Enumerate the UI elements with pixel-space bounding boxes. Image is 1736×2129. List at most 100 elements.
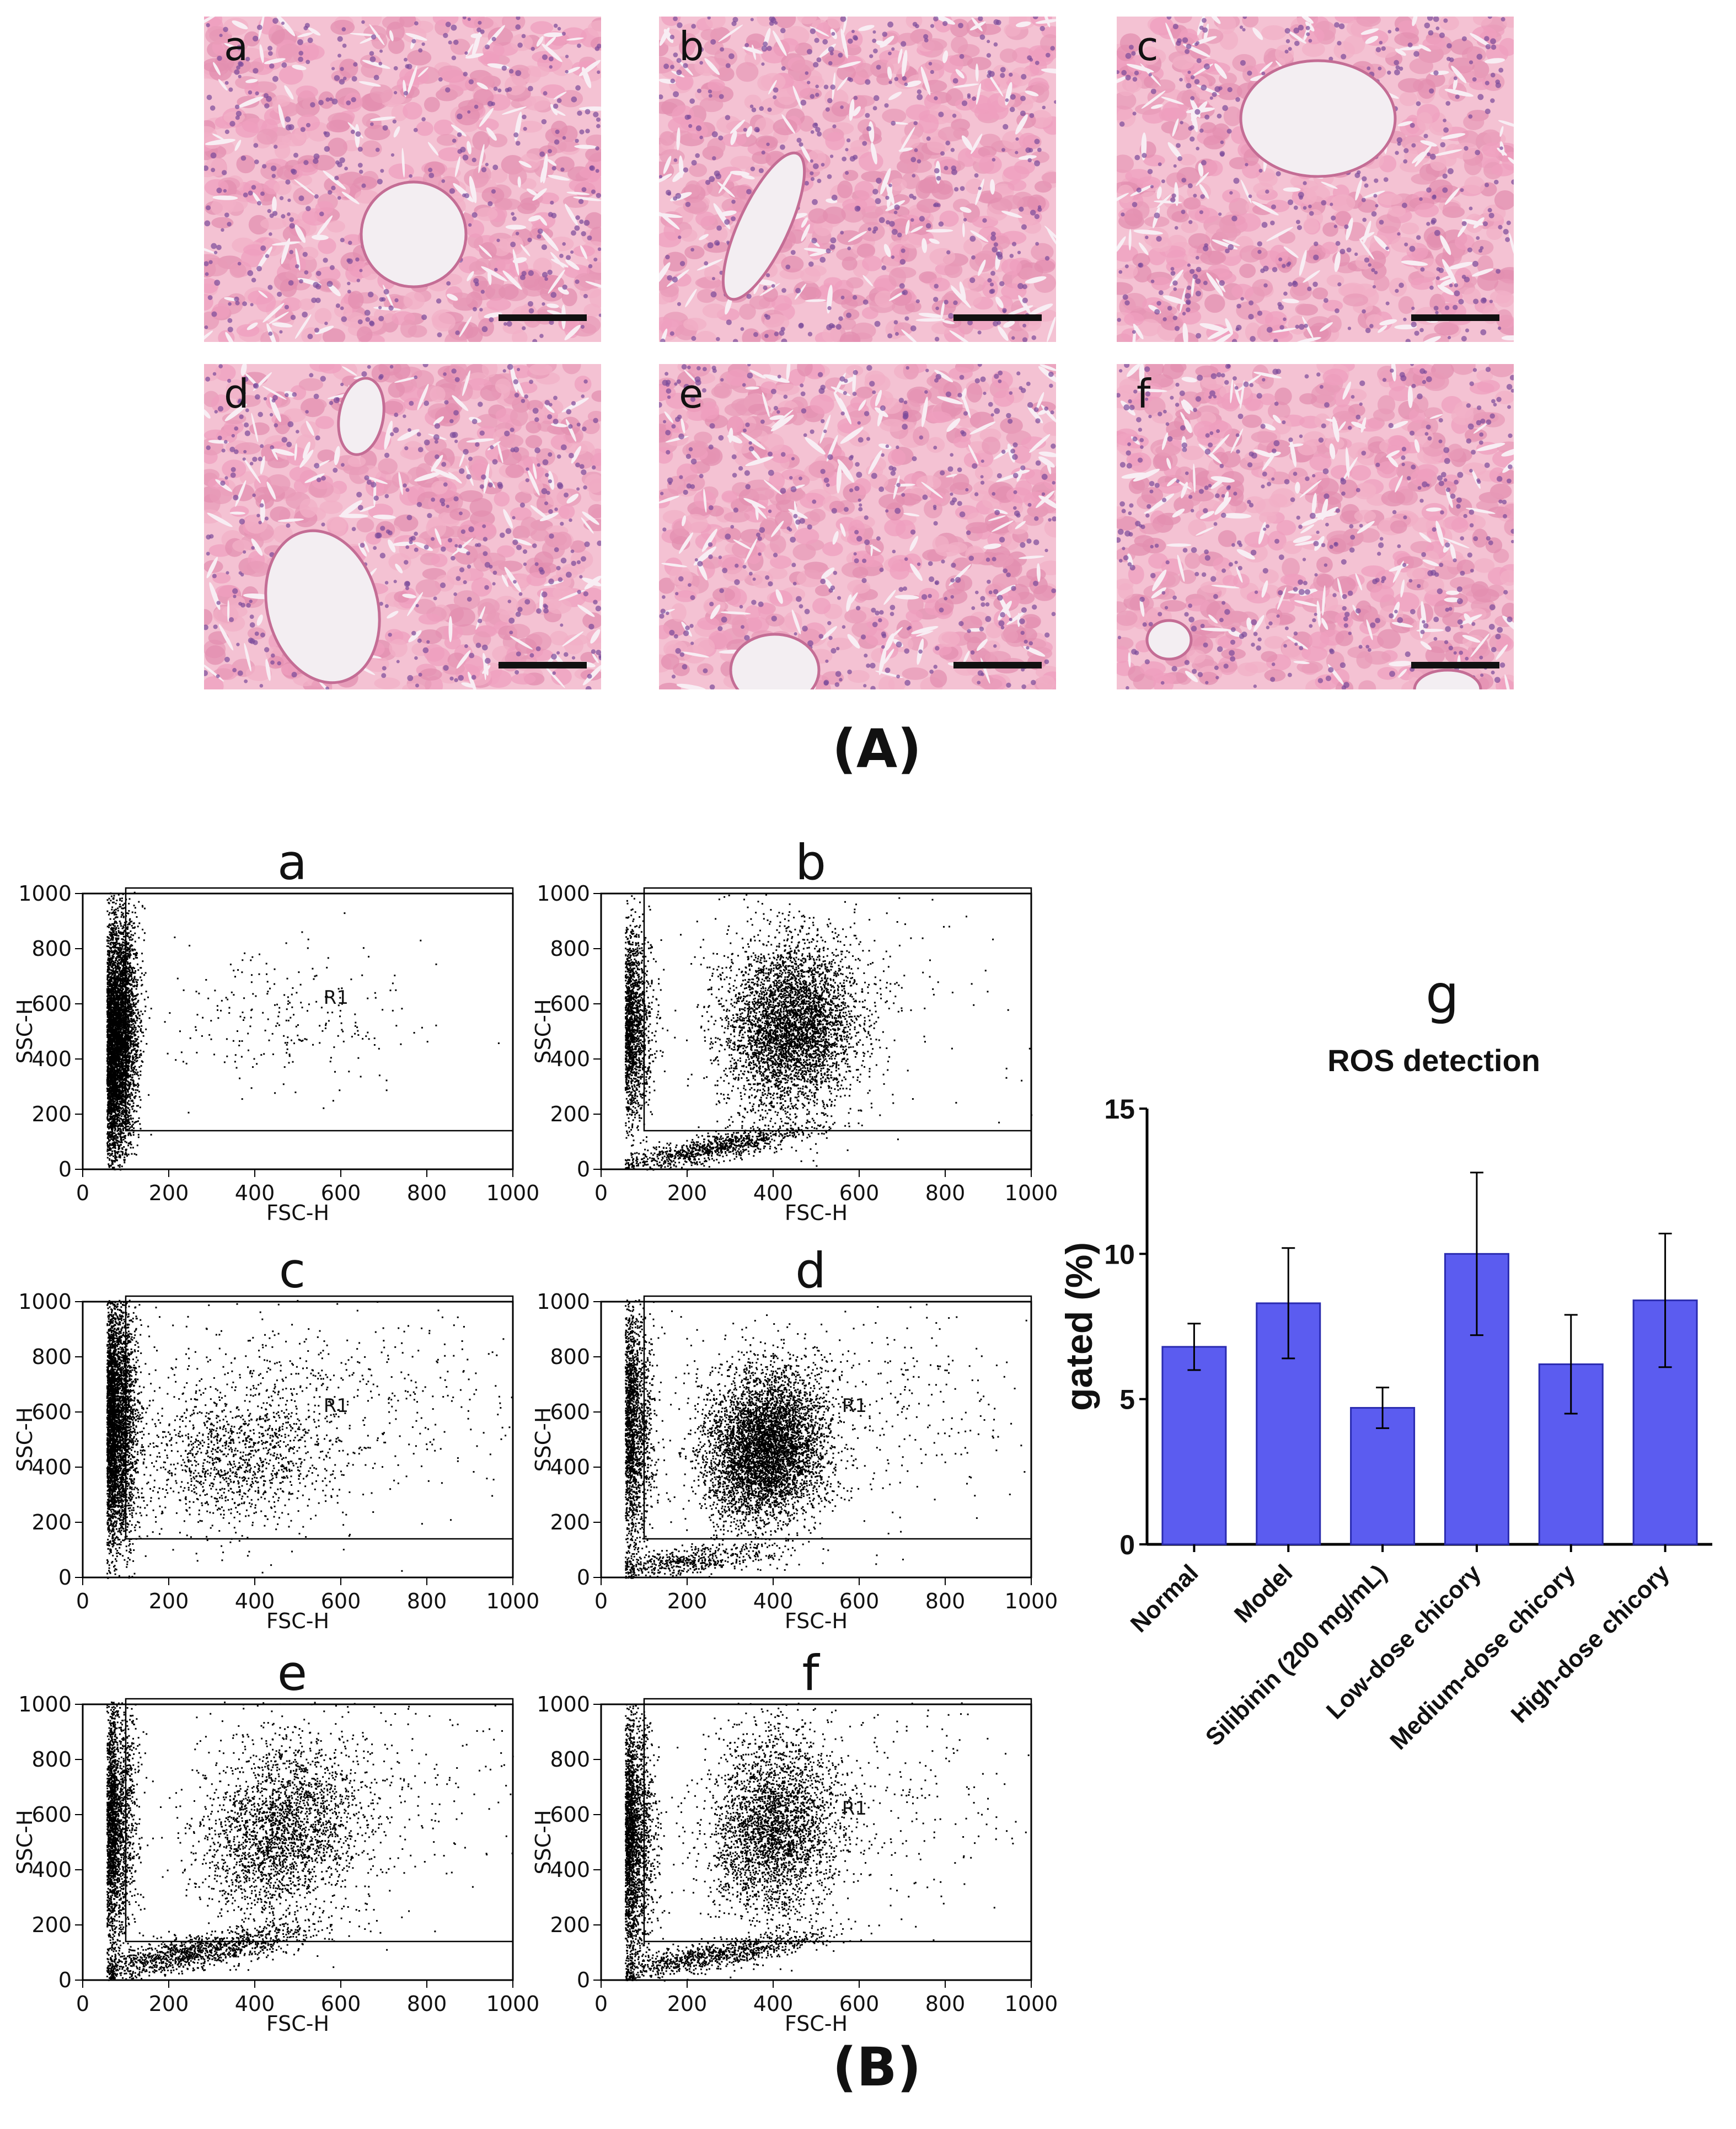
category-label: Medium-dose chicory xyxy=(1385,1559,1580,1755)
histology-letter: d xyxy=(224,371,249,417)
flow-plot-letter: c xyxy=(278,1242,306,1299)
histology-image-a: a xyxy=(204,17,601,342)
x-axis-label: FSC-H xyxy=(266,2012,329,2035)
category-label: Model xyxy=(1229,1559,1298,1628)
y-tick-label: 1000 xyxy=(537,1692,590,1716)
x-tick-label: 400 xyxy=(753,1181,794,1205)
x-tick-label: 800 xyxy=(925,1992,966,2016)
x-tick-label: 0 xyxy=(76,1589,89,1613)
x-tick-label: 600 xyxy=(321,1181,361,1205)
ros-chart-title: ROS detection xyxy=(1327,1043,1540,1078)
histology-letter: f xyxy=(1137,371,1151,417)
scale-bar xyxy=(1411,662,1499,668)
x-tick-label: 200 xyxy=(667,1589,708,1613)
x-tick-label: 400 xyxy=(235,1589,275,1613)
category-label: Normal xyxy=(1126,1559,1204,1638)
y-tick-label: 5 xyxy=(1119,1384,1135,1415)
y-tick-label: 0 xyxy=(577,1968,590,1992)
x-axis-label: FSC-H xyxy=(266,1609,329,1633)
histology-image-f: f xyxy=(1117,364,1514,689)
x-axis-label: FSC-H xyxy=(785,1609,848,1633)
y-tick-label: 0 xyxy=(58,1968,72,1992)
y-axis-label: SSC-H xyxy=(531,999,555,1063)
x-tick-label: 1000 xyxy=(1005,1992,1058,2016)
flow-plot-a: a R1 0 0 200 200 400 400 600 600 800 800 1000 1000 FSC… xyxy=(11,834,540,1226)
y-tick-label: 800 xyxy=(550,1747,590,1772)
flow-plot-letter: a xyxy=(277,834,307,891)
y-tick-label: 800 xyxy=(31,1345,72,1369)
y-tick-label: 600 xyxy=(550,1400,590,1424)
y-tick-label: 200 xyxy=(31,1913,72,1937)
y-tick-label: 1000 xyxy=(18,881,72,906)
y-axis-label: SSC-H xyxy=(531,1407,555,1472)
x-tick-label: 600 xyxy=(839,1992,880,2016)
x-tick-label: 1000 xyxy=(1005,1589,1058,1613)
x-tick-label: 1000 xyxy=(486,1992,540,2016)
y-tick-label: 0 xyxy=(58,1157,72,1181)
y-axis-label: SSC-H xyxy=(13,1810,37,1874)
x-tick-label: 800 xyxy=(407,1992,447,2016)
y-tick-label: 200 xyxy=(31,1102,72,1126)
flow-plot-letter: b xyxy=(795,834,826,891)
histology-image-b: b xyxy=(659,17,1056,342)
y-tick-label: 800 xyxy=(31,1747,72,1772)
y-tick-label: 200 xyxy=(550,1913,590,1937)
gate-label: R1 xyxy=(324,1395,349,1417)
y-axis-label: SSC-H xyxy=(13,1407,37,1472)
x-tick-label: 0 xyxy=(594,1589,608,1613)
x-tick-label: 800 xyxy=(407,1589,447,1613)
bar-0 xyxy=(1161,1346,1227,1545)
category-label: High-dose chicory xyxy=(1506,1559,1675,1728)
y-tick-label: 200 xyxy=(31,1510,72,1534)
y-tick-label: 0 xyxy=(577,1157,590,1181)
x-tick-label: 200 xyxy=(149,1589,189,1613)
flow-plot-letter: f xyxy=(802,1645,819,1702)
x-tick-label: 1000 xyxy=(486,1589,540,1613)
x-tick-label: 1000 xyxy=(1005,1181,1058,1205)
scale-bar xyxy=(953,662,1042,668)
flow-plot-b: b 0 0 200 200 400 400 600 600 800 800 1000 1000 FSC-H… xyxy=(529,834,1059,1226)
category-label: Low-dose chicory xyxy=(1321,1559,1487,1725)
histology-image-d: d xyxy=(204,364,601,689)
y-tick-label: 800 xyxy=(550,1345,590,1369)
gate-label: R1 xyxy=(842,1395,867,1417)
scale-bar xyxy=(953,314,1042,321)
scale-bar xyxy=(1411,314,1499,321)
x-tick-label: 400 xyxy=(753,1589,794,1613)
y-tick-label: 400 xyxy=(31,1858,72,1882)
x-tick-label: 600 xyxy=(839,1589,880,1613)
scale-bar xyxy=(499,662,587,668)
histology-letter: a xyxy=(224,23,249,69)
gate-label: R1 xyxy=(324,987,349,1009)
y-tick-label: 600 xyxy=(550,1802,590,1827)
y-axis-label: gated (%) xyxy=(1058,1242,1100,1411)
ros-chart-letter: g xyxy=(1426,964,1459,1025)
x-tick-label: 200 xyxy=(149,1181,189,1205)
y-tick-label: 400 xyxy=(31,1455,72,1479)
y-tick-label: 1000 xyxy=(537,1290,590,1314)
x-tick-label: 0 xyxy=(76,1181,89,1205)
x-axis-label: FSC-H xyxy=(785,1201,848,1224)
y-tick-label: 800 xyxy=(550,937,590,961)
histology-letter: c xyxy=(1137,23,1159,69)
x-tick-label: 800 xyxy=(925,1589,966,1613)
bar-2 xyxy=(1350,1406,1416,1545)
histology-letter: e xyxy=(679,371,704,417)
panel-b-label: (B) xyxy=(832,2036,921,2098)
y-tick-label: 400 xyxy=(550,1455,590,1479)
x-tick-label: 800 xyxy=(925,1181,966,1205)
x-tick-label: 600 xyxy=(321,1992,361,2016)
y-tick-label: 200 xyxy=(550,1510,590,1534)
y-tick-label: 1000 xyxy=(18,1692,72,1716)
y-tick-label: 800 xyxy=(31,937,72,961)
histology-image-e: e xyxy=(659,364,1056,689)
y-tick-label: 400 xyxy=(550,1047,590,1071)
flow-plot-d: d R1 0 0 200 200 400 400 600 600 800 800 1000 1000 FSC… xyxy=(529,1247,1059,1634)
y-tick-label: 0 xyxy=(58,1565,72,1590)
x-tick-label: 600 xyxy=(321,1589,361,1613)
y-tick-label: 600 xyxy=(550,992,590,1016)
y-tick-label: 15 xyxy=(1104,1094,1135,1125)
gate-label: R1 xyxy=(842,1798,867,1820)
x-tick-label: 800 xyxy=(407,1181,447,1205)
flow-plot-e: e 0 0 200 200 400 400 600 600 800 800 1000 1000 FSC-H… xyxy=(11,1649,540,2036)
